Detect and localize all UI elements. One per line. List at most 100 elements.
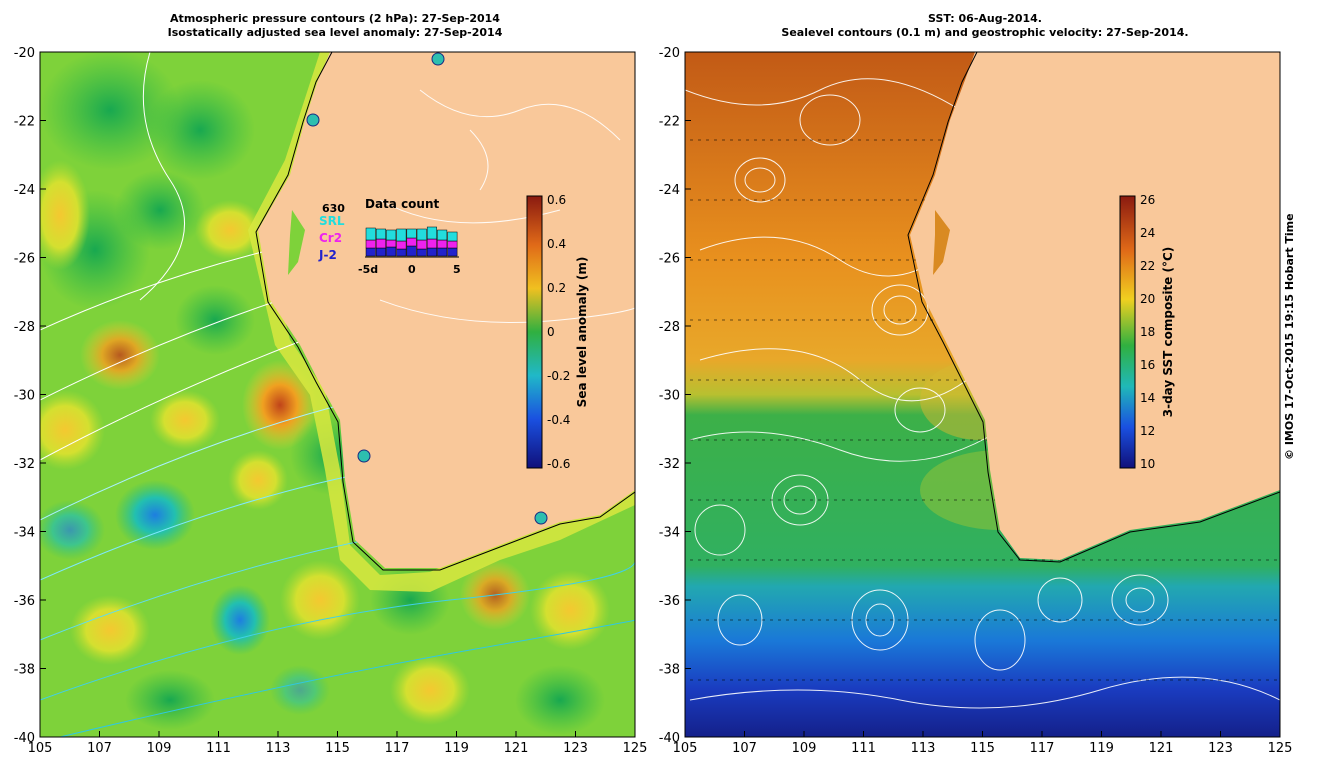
count-bar-segment xyxy=(375,247,386,257)
count-bar-segment xyxy=(365,247,376,257)
sst-tick-label: 12 xyxy=(1140,424,1155,438)
sla-tick-label: 0.6 xyxy=(547,193,566,207)
count-bar-segment xyxy=(416,228,427,241)
lat-tick-label: -38 xyxy=(14,663,35,678)
left-title-line2: Isostatically adjusted sea level anomaly… xyxy=(167,26,503,39)
sla-tick-label: -0.2 xyxy=(547,369,570,383)
lat-tick-label: -22 xyxy=(14,115,35,130)
lon-tick-label: 125 xyxy=(1268,741,1293,756)
lat-tick-label: -38 xyxy=(659,663,680,678)
copyright-credit: © IMOS 17-Oct-2015 19:15 Hobart Time xyxy=(1283,213,1296,460)
lon-tick-label: 117 xyxy=(385,741,410,756)
count-bar-segment xyxy=(386,229,397,241)
count-bar-segment xyxy=(447,240,458,249)
lon-tick-label: 117 xyxy=(1030,741,1055,756)
sst-tick-label: 16 xyxy=(1140,358,1155,372)
count-bar-segment xyxy=(447,247,458,257)
shark-bay xyxy=(288,210,305,275)
lat-tick-label: -20 xyxy=(659,46,680,61)
sla-colorbar: 0.6 0.4 0.2 0 -0.2 -0.4 -0.6 Sea level anomaly… xyxy=(526,193,589,471)
lon-tick-label: 119 xyxy=(1089,741,1114,756)
lon-tick-label: 123 xyxy=(563,741,588,756)
count-bar-segment xyxy=(396,240,407,250)
lon-tick-label: 111 xyxy=(851,741,876,756)
right-shark-bay xyxy=(933,210,950,275)
right-map xyxy=(685,52,1280,737)
lat-tick-label: -20 xyxy=(14,46,35,61)
lon-tick-label: 123 xyxy=(1208,741,1233,756)
sst-tick-label: 26 xyxy=(1140,193,1155,207)
left-map xyxy=(40,52,635,737)
sla-colorbar-ticks: 0.6 0.4 0.2 0 -0.2 -0.4 -0.6 xyxy=(547,193,570,471)
count-bar-segment xyxy=(406,237,417,247)
count-bar-segment xyxy=(365,227,376,241)
count-bar-segment xyxy=(426,238,437,249)
data-count-total: 630 xyxy=(322,202,345,215)
lon-tick-label: 109 xyxy=(147,741,172,756)
count-bar-segment xyxy=(437,247,448,257)
data-count-bars xyxy=(365,226,458,257)
lon-tick-label: 105 xyxy=(673,741,698,756)
lat-tick-label: -24 xyxy=(659,183,680,198)
count-bar-segment xyxy=(416,239,427,250)
land-contours xyxy=(379,89,635,323)
legend-cr2: Cr2 xyxy=(319,231,342,245)
sla-tick-label: 0 xyxy=(547,325,555,339)
count-bar-segment xyxy=(416,248,427,257)
lat-tick-label: -24 xyxy=(14,183,35,198)
count-bar-segment xyxy=(396,228,407,242)
sst-tick-label: 10 xyxy=(1140,457,1155,471)
sst-colorbar-label: 3-day SST composite (°C) xyxy=(1161,247,1175,418)
sst-colorbar-ramp xyxy=(1119,195,1136,469)
left-title-line1: Atmospheric pressure contours (2 hPa): 2… xyxy=(170,12,500,25)
lat-tick-label: -36 xyxy=(659,594,680,609)
lon-tick-label: 113 xyxy=(266,741,291,756)
sst-colorbar: 26 24 22 20 18 16 14 12 10 3-day SST composite (… xyxy=(1119,193,1175,471)
lon-tick-label: 107 xyxy=(87,741,112,756)
lat-tick-label: -40 xyxy=(659,731,680,746)
lat-tick-label: -26 xyxy=(14,252,35,267)
right-coastline xyxy=(907,52,1280,563)
left-title: Atmospheric pressure contours (2 hPa): 2… xyxy=(100,12,570,40)
lon-tick-label: 115 xyxy=(325,741,350,756)
data-count-tick-start: -5d xyxy=(358,263,378,276)
count-bar-segment xyxy=(375,228,386,240)
lat-tick-label: -34 xyxy=(659,526,680,541)
sst-colorbar-ticks: 26 24 22 20 18 16 14 12 10 xyxy=(1140,193,1155,471)
count-bar-segment xyxy=(386,246,397,257)
lat-tick-label: -34 xyxy=(14,526,35,541)
sla-tick-label: -0.4 xyxy=(547,413,570,427)
lon-tick-label: 111 xyxy=(206,741,231,756)
lon-tick-label: 109 xyxy=(792,741,817,756)
count-bar-segment xyxy=(447,231,458,242)
sst-tick-label: 20 xyxy=(1140,292,1155,306)
sst-tick-label: 22 xyxy=(1140,259,1155,273)
count-bar-segment xyxy=(396,248,407,257)
legend-j2: J-2 xyxy=(318,248,337,262)
sst-tick-label: 18 xyxy=(1140,325,1155,339)
count-bar-segment xyxy=(406,245,417,257)
count-bar-segment xyxy=(365,239,376,249)
count-bar-segment xyxy=(375,238,386,249)
count-bar-segment xyxy=(406,228,417,239)
right-title-line2: Sealevel contours (0.1 m) and geostrophi… xyxy=(781,26,1189,39)
count-bar-segment xyxy=(426,226,437,240)
lon-tick-label: 121 xyxy=(1149,741,1174,756)
sla-colorbar-label: Sea level anomaly (m) xyxy=(575,257,589,408)
coastline xyxy=(255,52,635,571)
right-landmass xyxy=(910,52,1280,560)
count-bar-segment xyxy=(426,247,437,257)
lat-tick-label: -32 xyxy=(14,457,35,472)
count-bar-segment xyxy=(437,239,448,249)
data-count-tick-end: 5 xyxy=(453,263,461,276)
lat-tick-label: -36 xyxy=(14,594,35,609)
lat-tick-label: -26 xyxy=(659,252,680,267)
tide-gauges-left xyxy=(306,52,548,525)
right-title: SST: 06-Aug-2014. Sealevel contours (0.1… xyxy=(720,12,1250,40)
lon-tick-label: 113 xyxy=(911,741,936,756)
sla-tick-label: 0.2 xyxy=(547,281,566,295)
data-count-inset: Data count 630 SRL Cr2 J-2 -5d 0 5 xyxy=(318,197,461,276)
lat-tick-label: -30 xyxy=(659,389,680,404)
